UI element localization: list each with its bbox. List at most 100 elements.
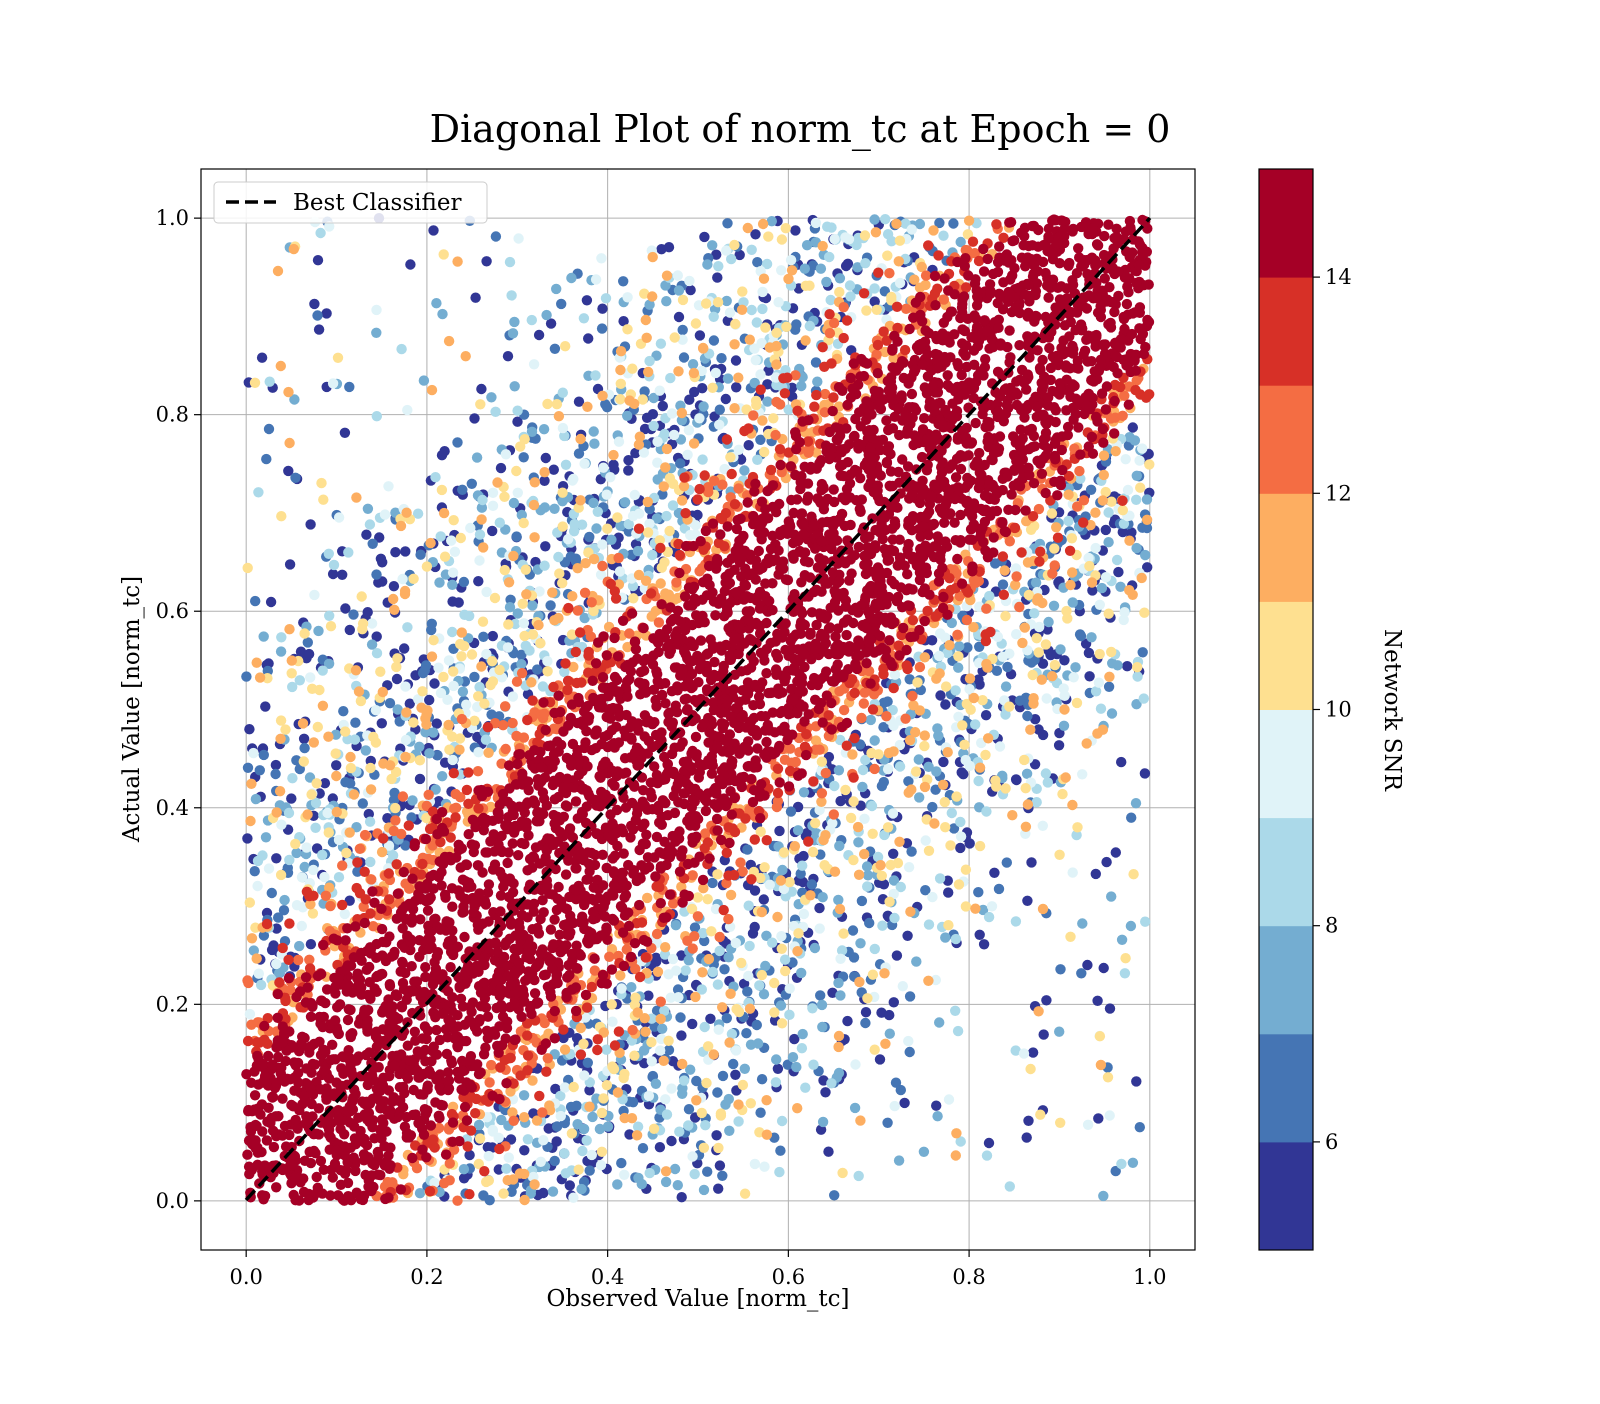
scatter-point — [378, 833, 388, 843]
scatter-point — [590, 370, 600, 380]
scatter-point — [602, 1080, 612, 1090]
scatter-point — [826, 222, 836, 232]
scatter-point — [730, 1070, 740, 1080]
scatter-point — [721, 394, 731, 404]
scatter-point — [870, 1045, 880, 1055]
scatter-point — [779, 847, 789, 857]
scatter-point — [663, 1036, 673, 1046]
scatter-point — [691, 1095, 701, 1105]
scatter-point — [954, 879, 964, 889]
scatter-point — [567, 475, 577, 485]
scatter-point — [701, 1078, 711, 1088]
scatter-point — [970, 904, 980, 914]
scatter-point — [309, 590, 319, 600]
scatter-point — [941, 681, 951, 691]
scatter-point — [1128, 1158, 1138, 1168]
scatter-point — [998, 579, 1008, 589]
scatter-point — [904, 788, 914, 798]
scatter-point — [252, 953, 262, 963]
scatter-point — [847, 749, 857, 759]
scatter-point — [775, 399, 785, 409]
scatter-point — [315, 228, 325, 238]
scatter-point — [366, 784, 376, 794]
scatter-point — [568, 1193, 578, 1203]
scatter-point — [703, 837, 713, 847]
scatter-point — [1055, 644, 1065, 654]
scatter-point — [818, 1117, 828, 1127]
scatter-point — [642, 413, 652, 423]
scatter-point — [834, 1068, 844, 1078]
scatter-point — [1095, 600, 1105, 610]
scatter-point — [932, 1111, 942, 1121]
scatter-point — [624, 395, 634, 405]
scatter-point — [657, 1023, 667, 1033]
scatter-point — [550, 1156, 560, 1166]
scatter-point — [1128, 422, 1138, 432]
scatter-point — [856, 713, 866, 723]
scatter-point — [637, 917, 647, 927]
scatter-point — [530, 477, 540, 487]
scatter-point — [1041, 639, 1051, 649]
scatter-point — [698, 401, 708, 411]
scatter-point — [775, 460, 785, 470]
scatter-point — [677, 495, 687, 505]
scatter-point — [1131, 495, 1141, 505]
scatter-point — [684, 425, 694, 435]
scatter-point — [691, 318, 701, 328]
scatter-point — [759, 894, 769, 904]
scatter-point — [1077, 918, 1087, 928]
scatter-point — [679, 1075, 689, 1085]
scatter-point — [345, 827, 355, 837]
scatter-point — [517, 668, 527, 678]
scatter-point — [496, 463, 506, 473]
scatter-point — [477, 495, 487, 505]
scatter-point — [1068, 597, 1078, 607]
scatter-point — [1101, 572, 1111, 582]
scatter-point — [577, 1146, 587, 1156]
scatter-point — [848, 855, 858, 865]
scatter-point — [956, 831, 966, 841]
scatter-point — [1140, 550, 1150, 560]
scatter-point — [944, 640, 954, 650]
scatter-point — [944, 1094, 954, 1104]
scatter-point — [715, 932, 725, 942]
scatter-point — [503, 619, 513, 629]
scatter-point — [265, 377, 275, 387]
scatter-point — [869, 283, 879, 293]
scatter-point — [476, 661, 486, 671]
scatter-point — [938, 231, 948, 241]
scatter-point — [532, 664, 542, 674]
scatter-point — [731, 382, 741, 392]
scatter-point — [365, 519, 375, 529]
scatter-point — [752, 455, 762, 465]
scatter-point — [1111, 446, 1121, 456]
scatter-point — [765, 880, 775, 890]
scatter-point — [275, 786, 285, 796]
scatter-point — [556, 1111, 566, 1121]
scatter-point — [1131, 798, 1141, 808]
scatter-point — [371, 569, 381, 579]
scatter-point — [287, 773, 297, 783]
scatter-point — [914, 792, 924, 802]
scatter-point — [829, 318, 839, 328]
scatter-point — [245, 816, 255, 826]
scatter-point — [747, 245, 757, 255]
scatter-point — [712, 272, 722, 282]
scatter-point — [880, 1039, 890, 1049]
scatter-point — [361, 745, 371, 755]
scatter-point — [883, 822, 893, 832]
scatter-point — [715, 946, 725, 956]
scatter-point — [422, 705, 432, 715]
scatter-point — [883, 764, 893, 774]
scatter-point — [712, 814, 722, 824]
scatter-point — [654, 617, 664, 627]
scatter-point — [733, 515, 743, 525]
scatter-point — [473, 691, 483, 701]
scatter-point — [443, 720, 453, 730]
scatter-point — [920, 730, 930, 740]
scatter-point — [467, 479, 477, 489]
scatter-point — [523, 1134, 533, 1144]
scatter-point — [775, 444, 785, 454]
scatter-point — [661, 511, 671, 521]
scatter-point — [953, 663, 963, 673]
